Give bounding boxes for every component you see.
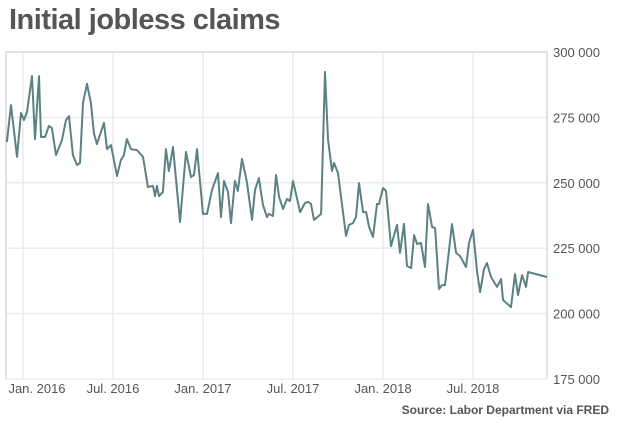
x-tick-label: Jul. 2018 (447, 381, 500, 396)
x-tick-label: Jan. 2017 (174, 381, 231, 396)
plot-border (5, 51, 548, 379)
y-tick-label: 225 000 (553, 241, 600, 256)
y-tick-label: 200 000 (553, 307, 600, 322)
x-tick-label: Jan. 2016 (8, 381, 65, 396)
y-tick-label: 275 000 (553, 110, 600, 125)
y-tick-label: 175 000 (553, 372, 600, 387)
chart-title: Initial jobless claims (9, 4, 281, 36)
x-tick-label: Jul. 2016 (87, 381, 140, 396)
series-line (5, 70, 548, 309)
y-tick-label: 300 000 (553, 45, 600, 60)
x-tick-label: Jul. 2017 (267, 381, 320, 396)
y-tick-label: 250 000 (553, 176, 600, 191)
source-note: Source: Labor Department via FRED (401, 403, 609, 417)
x-tick-label: Jan. 2018 (354, 381, 411, 396)
